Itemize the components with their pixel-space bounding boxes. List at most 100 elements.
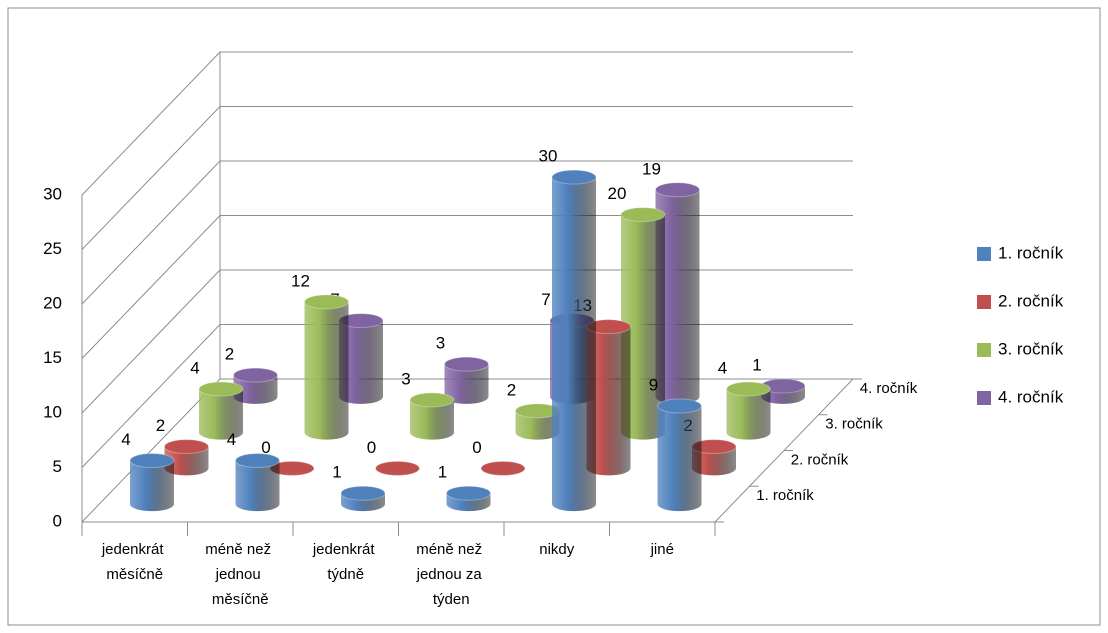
cylinder-top: [409, 392, 455, 408]
legend-label: 1. ročník: [998, 243, 1064, 262]
y-tick-label: 25: [43, 239, 62, 258]
cylinder: [164, 439, 209, 476]
cylinder-body: [657, 406, 702, 512]
cylinder-body: [304, 301, 349, 440]
value-label: 4: [190, 359, 199, 378]
legend-swatch: [977, 295, 991, 309]
value-label: 0: [261, 438, 270, 457]
cylinder-top: [480, 460, 526, 476]
legend-label: 3. ročník: [998, 339, 1064, 358]
cylinder: [446, 485, 491, 512]
cylinder: [655, 182, 700, 404]
cylinder: [340, 485, 386, 512]
value-label: 4: [227, 430, 236, 449]
value-label: 1: [752, 355, 761, 374]
cylinder-top: [655, 182, 700, 198]
cylinder: [551, 169, 597, 512]
y-tick-label: 0: [53, 511, 62, 530]
cylinder-body: [621, 214, 665, 440]
value-label: 1: [438, 463, 447, 482]
x-tick-label: méně než jednou za týden: [416, 541, 487, 608]
cylinder: [338, 313, 384, 404]
cylinder-body: [130, 460, 174, 512]
cylinder-body: [586, 326, 631, 476]
value-label: 3: [436, 334, 445, 353]
cylinder-top: [235, 453, 280, 469]
legend-label: 2. ročník: [998, 291, 1064, 310]
cylinder-body: [410, 399, 454, 440]
cylinder-body: [339, 320, 383, 404]
x-tick-label: jedenkrát týdně: [312, 541, 379, 583]
value-label: 3: [401, 369, 410, 388]
y-tick-label: 20: [43, 293, 62, 312]
cylinder: [409, 392, 455, 440]
cylinder-top: [304, 294, 349, 310]
cylinder: [480, 460, 526, 476]
cylinder: [235, 453, 280, 512]
cylinder-top: [233, 367, 278, 383]
value-label: 0: [472, 438, 481, 457]
z-tick-label: 4. ročník: [860, 380, 918, 397]
cylinder-body: [444, 364, 489, 404]
legend-swatch: [977, 391, 991, 405]
legend-swatch: [977, 247, 991, 261]
cylinder: [691, 439, 737, 476]
cylinder: [586, 319, 631, 476]
z-tick-label: 3. ročník: [825, 416, 883, 433]
value-label: 12: [291, 271, 310, 290]
legend-label: 4. ročník: [998, 387, 1064, 406]
cylinder-top: [164, 439, 209, 455]
cylinder-body: [552, 177, 596, 512]
x-tick-label: méně než jednou měsíčně: [205, 541, 275, 608]
cylinder-top: [444, 356, 489, 372]
value-label: 4: [718, 359, 727, 378]
cylinder-top: [657, 398, 702, 414]
cylinder: [269, 460, 315, 476]
x-tick-label: nikdy: [539, 541, 575, 558]
value-label: 2: [156, 416, 165, 435]
y-tick-label: 30: [43, 184, 62, 203]
value-label: 0: [367, 438, 376, 457]
cylinder-body: [235, 460, 280, 512]
z-tick-label: 2. ročník: [791, 451, 849, 468]
value-label: 30: [539, 147, 558, 166]
x-tick-label: jedenkrát měsíčně: [101, 541, 168, 583]
cylinder-top: [198, 381, 244, 397]
cylinder-body: [726, 389, 771, 440]
x-tick-label: jiné: [650, 541, 674, 558]
cylinder-top: [620, 207, 666, 223]
cylinder: [760, 378, 806, 404]
cylinder-body: [692, 446, 736, 476]
value-label: 9: [649, 376, 658, 395]
cylinder-top: [375, 460, 420, 476]
cylinder: [129, 453, 175, 512]
cylinder: [620, 207, 666, 440]
cylinder-top: [446, 485, 491, 501]
value-label: 2: [507, 380, 516, 399]
value-label: 7: [541, 290, 550, 309]
legend-swatch: [977, 343, 991, 357]
cylinder: [198, 381, 244, 440]
cylinder-top: [340, 485, 386, 501]
cylinder: [375, 460, 420, 476]
y-tick-label: 5: [53, 457, 62, 476]
cylinder-body: [655, 189, 700, 404]
cylinder-body: [199, 389, 243, 440]
value-label: 2: [225, 345, 234, 364]
cylinder: [726, 381, 771, 440]
cylinder: [233, 367, 278, 404]
z-tick-label: 1. ročník: [756, 487, 814, 504]
y-tick-label: 15: [43, 348, 62, 367]
cylinder-body: [164, 446, 209, 476]
cylinder: [304, 294, 349, 440]
cylinder-top: [129, 453, 175, 469]
cylinder: [657, 398, 702, 512]
value-label: 19: [642, 159, 661, 178]
value-label: 4: [121, 430, 130, 449]
cylinder-top: [726, 381, 771, 397]
cylinder-body: [233, 375, 278, 404]
y-tick-label: 10: [43, 402, 62, 421]
cylinder-body: [515, 410, 560, 440]
cylinder: [444, 356, 489, 404]
